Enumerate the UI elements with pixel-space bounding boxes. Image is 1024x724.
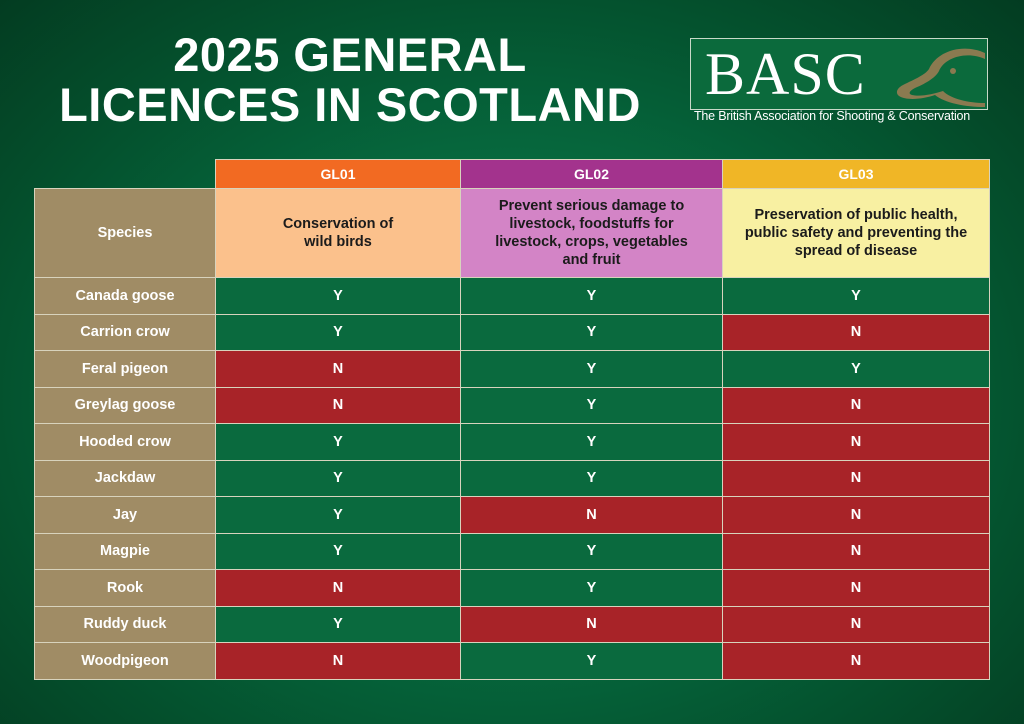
species-cell: Rook	[34, 569, 216, 607]
table-row: Jackdaw Y Y N	[34, 459, 990, 497]
table-row: Carrion crow Y Y N	[34, 313, 990, 351]
gl01-value-cell: Y	[215, 496, 461, 534]
species-cell: Jackdaw	[34, 459, 216, 497]
title-line-2: LICENCES IN SCOTLAND	[59, 78, 641, 131]
basc-logo: BASC The British Association for Shootin…	[690, 38, 988, 123]
gl02-value-cell: Y	[460, 423, 723, 461]
gl02-value-cell: Y	[460, 569, 723, 607]
table-row: Greylag goose N Y N	[34, 386, 990, 424]
gl03-value-cell: N	[722, 642, 990, 680]
gl01-value-cell: Y	[215, 423, 461, 461]
gl02-description-text: Prevent serious damage to livestock, foo…	[495, 198, 688, 268]
table-row: Rook N Y N	[34, 569, 990, 607]
gl03-value-cell: Y	[722, 277, 990, 315]
table-row: Feral pigeon N Y Y	[34, 350, 990, 388]
logo-subtitle: The British Association for Shooting & C…	[694, 109, 971, 123]
table-row: Canada goose Y Y Y	[34, 277, 990, 315]
table-row: Magpie Y Y N	[34, 532, 990, 570]
duck-head-icon	[896, 48, 985, 107]
gl02-value-cell: N	[460, 496, 723, 534]
gl02-value-cell: Y	[460, 277, 723, 315]
gl01-value-cell: N	[215, 350, 461, 388]
table-row: Ruddy duck Y N N	[34, 605, 990, 643]
gl02-header: GL02	[460, 159, 723, 189]
gl03-value-cell: N	[722, 423, 990, 461]
gl03-value-cell: N	[722, 605, 990, 643]
gl01-value-cell: Y	[215, 459, 461, 497]
species-cell: Carrion crow	[34, 313, 216, 351]
gl01-value-cell: Y	[215, 532, 461, 570]
gl01-value-cell: N	[215, 386, 461, 424]
table-row: Hooded crow Y Y N	[34, 423, 990, 461]
gl03-value-cell: N	[722, 532, 990, 570]
gl02-value-cell: Y	[460, 313, 723, 351]
gl03-value-cell: Y	[722, 350, 990, 388]
gl01-value-cell: Y	[215, 313, 461, 351]
title-line-1: 2025 GENERAL	[173, 28, 527, 81]
logo-box: BASC	[690, 38, 988, 110]
gl01-description: Conservation of wild birds	[215, 188, 461, 278]
page-title: 2025 GENERAL LICENCES IN SCOTLAND	[40, 30, 660, 130]
table-row: Woodpigeon N Y N	[34, 642, 990, 680]
species-cell: Magpie	[34, 532, 216, 570]
gl03-value-cell: N	[722, 459, 990, 497]
gl03-description-text: Preservation of public health, public sa…	[744, 207, 968, 259]
gl01-description-text: Conservation of wild birds	[282, 216, 394, 250]
gl02-value-cell: Y	[460, 642, 723, 680]
gl03-value-cell: N	[722, 386, 990, 424]
table-row: Jay Y N N	[34, 496, 990, 534]
species-cell: Canada goose	[34, 277, 216, 315]
gl01-header: GL01	[215, 159, 461, 189]
licence-table: GL01 GL02 GL03 Species Conservation of w…	[34, 159, 990, 680]
gl01-value-cell: N	[215, 642, 461, 680]
species-cell: Jay	[34, 496, 216, 534]
gl02-value-cell: N	[460, 605, 723, 643]
species-cell: Greylag goose	[34, 386, 216, 424]
species-cell: Ruddy duck	[34, 605, 216, 643]
gl02-value-cell: Y	[460, 459, 723, 497]
gl03-value-cell: N	[722, 569, 990, 607]
gl03-header: GL03	[722, 159, 990, 189]
species-cell: Woodpigeon	[34, 642, 216, 680]
gl02-value-cell: Y	[460, 350, 723, 388]
gl01-value-cell: Y	[215, 605, 461, 643]
species-cell: Hooded crow	[34, 423, 216, 461]
gl02-value-cell: Y	[460, 532, 723, 570]
gl03-description: Preservation of public health, public sa…	[722, 188, 990, 278]
gl03-value-cell: N	[722, 313, 990, 351]
species-header: Species	[34, 188, 216, 278]
species-cell: Feral pigeon	[34, 350, 216, 388]
blank-corner	[35, 160, 216, 189]
gl01-value-cell: Y	[215, 277, 461, 315]
gl03-value-cell: N	[722, 496, 990, 534]
gl01-value-cell: N	[215, 569, 461, 607]
gl02-description: Prevent serious damage to livestock, foo…	[460, 188, 723, 278]
logo-wordmark: BASC	[705, 41, 866, 107]
gl02-value-cell: Y	[460, 386, 723, 424]
